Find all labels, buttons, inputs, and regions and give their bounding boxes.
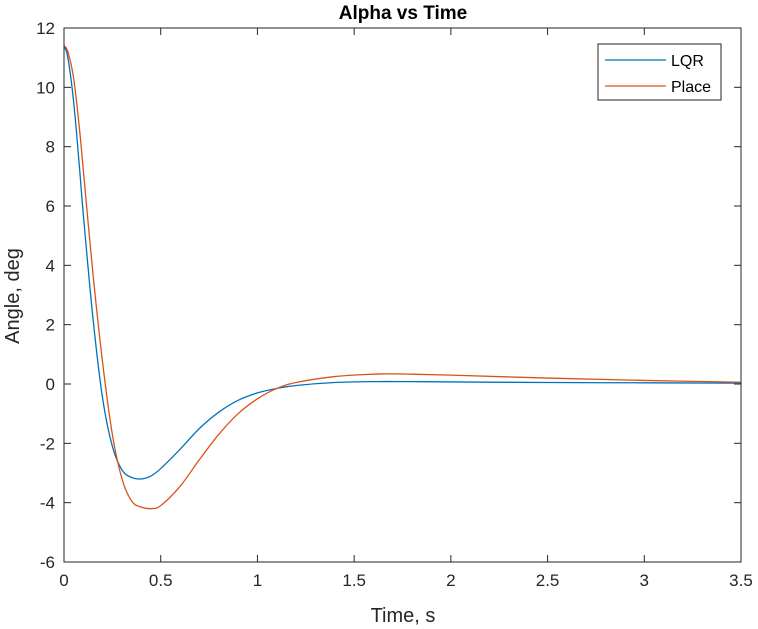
y-tick-label: -2 bbox=[40, 434, 55, 453]
x-tick-label: 1.5 bbox=[342, 571, 366, 590]
data-lines bbox=[63, 45, 742, 510]
y-tick-label: 0 bbox=[46, 375, 55, 394]
y-tick-label: -4 bbox=[40, 494, 55, 513]
x-tick-label: 2 bbox=[446, 571, 455, 590]
y-tick-label: 10 bbox=[36, 78, 55, 97]
y-tick-label: 8 bbox=[46, 138, 55, 157]
axes-box bbox=[63, 27, 742, 563]
x-axis-label: Time, s bbox=[371, 605, 436, 627]
chart-title: Alpha vs Time bbox=[339, 3, 467, 24]
y-tick-label: 2 bbox=[46, 316, 55, 335]
series-line-place bbox=[63, 45, 742, 510]
x-tick-label: 3.5 bbox=[729, 571, 753, 590]
y-tick-label: 6 bbox=[46, 197, 55, 216]
legend-box bbox=[597, 43, 722, 101]
x-tick-label: 2.5 bbox=[536, 571, 560, 590]
x-tick-label: 1 bbox=[253, 571, 262, 590]
y-axis-label: Angle, deg bbox=[2, 248, 24, 344]
legend-label-place: Place bbox=[671, 79, 711, 96]
legend-label-lqr: LQR bbox=[671, 53, 704, 70]
series-line-lqr bbox=[63, 45, 742, 480]
axis-ticks: 0 0.5 1 1.5 2 2.5 3 3.5 -6 -4 -2 0 2 4 6 8 10 12 bbox=[36, 19, 753, 590]
x-tick-label: 3 bbox=[640, 571, 649, 590]
y-tick-label: 4 bbox=[46, 256, 55, 275]
y-tick-label: -6 bbox=[40, 553, 55, 572]
x-tick-label: 0 bbox=[59, 571, 68, 590]
legend: LQR Place bbox=[597, 43, 722, 101]
y-tick-label: 12 bbox=[36, 19, 55, 38]
axes-frame bbox=[63, 27, 742, 563]
x-tick-label: 0.5 bbox=[149, 571, 173, 590]
